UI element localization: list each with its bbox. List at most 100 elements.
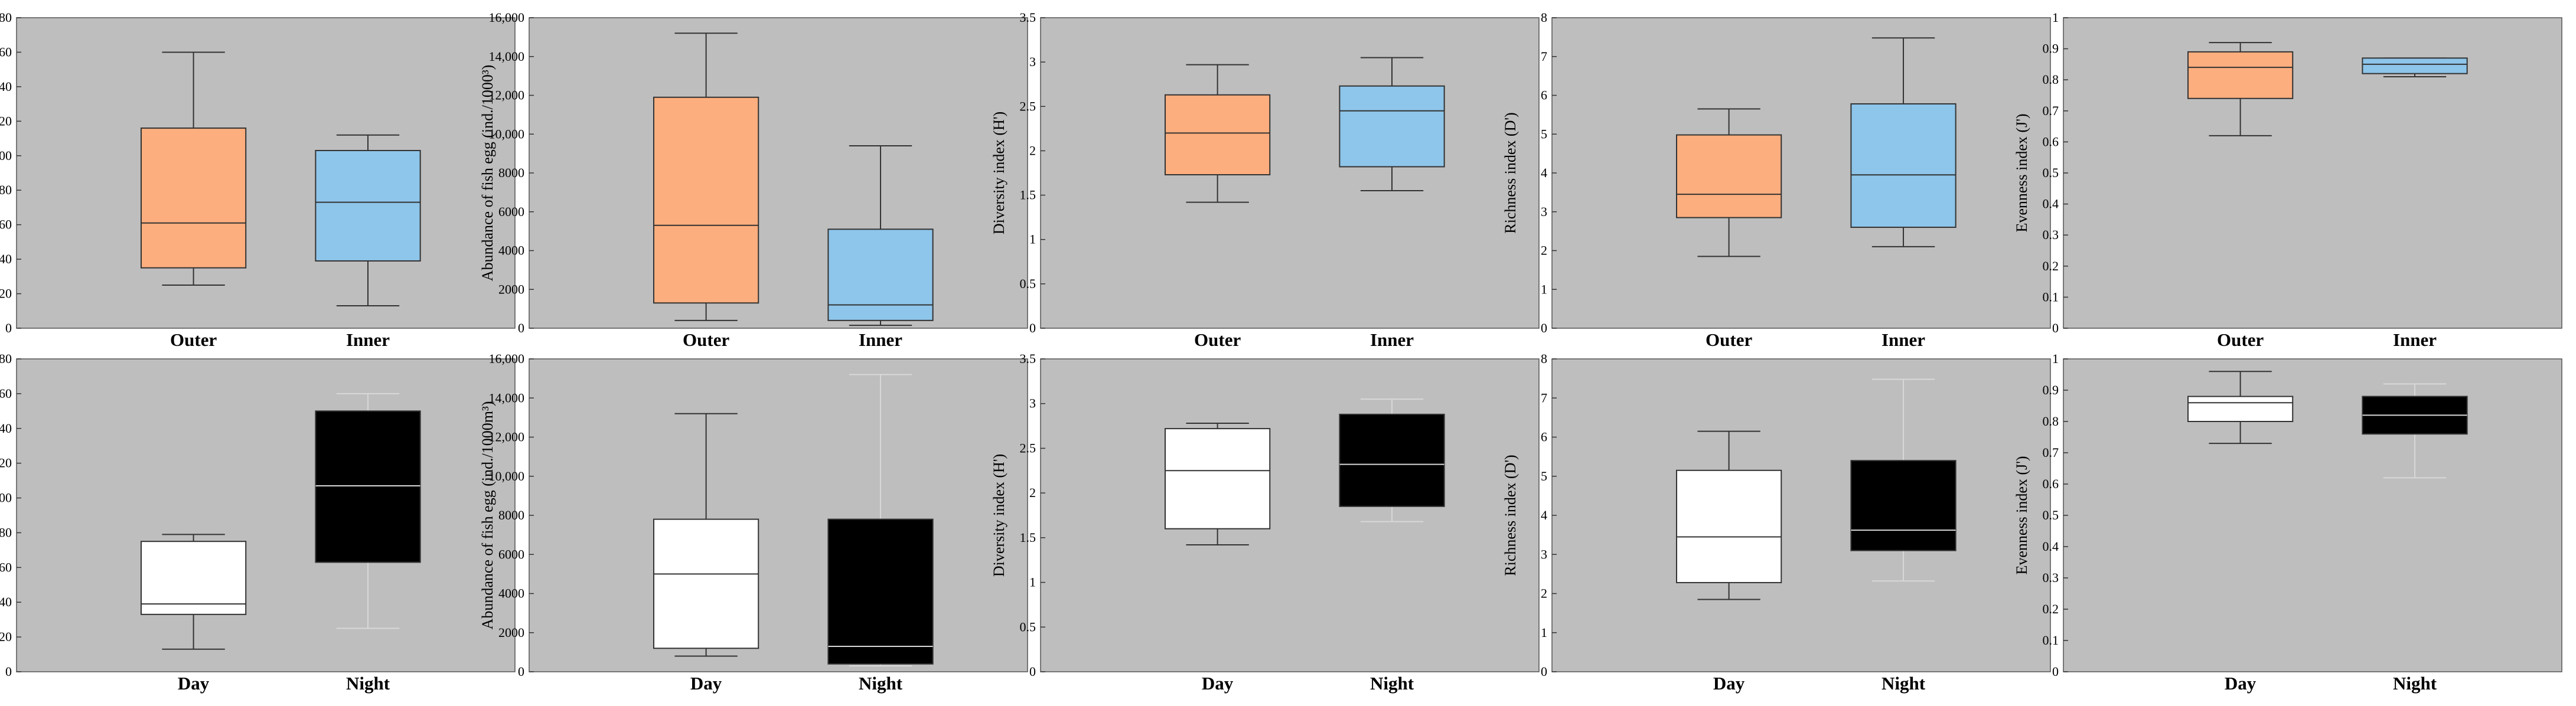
box-outer <box>1165 64 1271 203</box>
category-label: Day <box>1202 673 1234 694</box>
y-tick-label: 3 <box>1541 204 1547 219</box>
box-day <box>1676 430 1782 600</box>
y-tick-label: 14,000 <box>489 49 525 64</box>
box-inner <box>315 134 421 307</box>
category-label: Outer <box>1706 329 1752 350</box>
iqr-box <box>2187 51 2294 99</box>
y-tick-label: 0 <box>1541 664 1547 679</box>
category-label: Day <box>690 673 722 694</box>
iqr-box <box>653 518 759 649</box>
y-tick-label: 0.8 <box>2043 414 2059 429</box>
y-axis-label: Evenness index (J') <box>2013 456 2030 574</box>
y-tick-label: 6 <box>1541 88 1547 103</box>
y-tick-label: 1 <box>2052 10 2059 25</box>
plot-area <box>1040 17 1540 329</box>
plot-area <box>2063 358 2562 672</box>
y-tick-label: 3.5 <box>1020 351 1036 366</box>
box-night <box>827 374 934 667</box>
y-tick-label: 0 <box>5 321 12 335</box>
category-label: Outer <box>170 329 217 350</box>
y-tick-label: 8 <box>1541 10 1547 25</box>
y-tick-label: 0.5 <box>2043 508 2059 522</box>
y-tick-label: 0.2 <box>2043 259 2059 273</box>
category-label: Inner <box>859 329 902 350</box>
y-tick-label: 1 <box>1029 575 1036 590</box>
y-tick-label: 160 <box>0 386 12 401</box>
iqr-box <box>1339 85 1445 168</box>
y-tick-label: 2 <box>1541 243 1547 258</box>
box-day <box>653 413 759 657</box>
y-tick-label: 4 <box>1541 165 1547 180</box>
y-tick-label: 20 <box>0 629 12 644</box>
category-label: Inner <box>1882 329 1925 350</box>
iqr-box <box>1676 469 1782 583</box>
category-label: Inner <box>1370 329 1414 350</box>
y-tick-label: 0.5 <box>1020 619 1036 634</box>
panel-8: 0 0.5 1 1.5 2 2.5 3 3.5 Diversity index (H') Day N… <box>990 351 1540 694</box>
category-label: Day <box>2225 673 2257 694</box>
panel-9: 0 1 2 3 4 5 6 7 8 Richness index (D') Day Night <box>1502 351 2051 694</box>
y-tick-label: 0.7 <box>2043 103 2059 118</box>
y-axis-label: Richness index (D') <box>1502 455 1519 576</box>
y-tick-label: 120 <box>0 113 12 128</box>
y-tick-label: 0 <box>2052 664 2059 679</box>
category-label: Night <box>859 673 903 694</box>
panel-7: 0 2000 4000 6000 8000 10,000 12,000 14,000 16,00… <box>479 351 1028 694</box>
iqr-box <box>2187 396 2294 422</box>
category-label: Night <box>346 673 390 694</box>
y-tick-label: 0.7 <box>2043 445 2059 460</box>
iqr-box <box>1165 94 1271 176</box>
y-tick-label: 0.3 <box>2043 570 2059 585</box>
category-label: Inner <box>2393 329 2437 350</box>
box-outer <box>653 32 759 321</box>
y-axis-label: Richness index (D') <box>1502 112 1519 233</box>
y-tick-label: 40 <box>0 251 12 266</box>
panel-5: 0 0.1 0.2 0.3 0.4 0.5 0.6 0.7 0.8 0.9 1 Evenness in… <box>2013 10 2562 350</box>
box-day <box>1165 423 1271 545</box>
y-tick-label: 0.5 <box>1020 276 1036 291</box>
y-tick-label: 2.5 <box>1020 99 1036 113</box>
y-tick-label: 20 <box>0 286 12 301</box>
y-tick-label: 0 <box>1541 321 1547 335</box>
y-tick-label: 0.9 <box>2043 383 2059 397</box>
y-tick-label: 4000 <box>498 243 524 258</box>
y-tick-label: 3 <box>1541 547 1547 561</box>
iqr-box <box>315 150 421 262</box>
box-outer <box>141 51 247 286</box>
y-tick-label: 1.5 <box>1020 188 1036 202</box>
y-tick-label: 2.5 <box>1020 440 1036 455</box>
y-tick-label: 100 <box>0 148 12 163</box>
category-label: Outer <box>1194 329 1241 350</box>
y-tick-label: 6000 <box>498 204 524 219</box>
iqr-box <box>1676 134 1782 218</box>
category-label: Night <box>1370 673 1414 694</box>
iqr-box <box>653 96 759 304</box>
box-night <box>1339 398 1445 522</box>
y-tick-label: 0 <box>1029 664 1036 679</box>
y-tick-label: 100 <box>0 491 12 505</box>
y-tick-label: 3 <box>1029 396 1036 411</box>
box-inner <box>1850 37 1957 247</box>
y-tick-label: 0.8 <box>2043 72 2059 87</box>
y-tick-label: 16,000 <box>489 10 525 25</box>
y-tick-label: 1 <box>1541 282 1547 296</box>
plot-area <box>2063 17 2562 329</box>
y-tick-label: 10,000 <box>489 469 525 483</box>
box-night <box>1850 378 1957 582</box>
y-tick-label: 0.5 <box>2043 165 2059 180</box>
plot-area <box>1551 358 2051 672</box>
y-tick-label: 140 <box>0 421 12 436</box>
y-tick-label: 0.3 <box>2043 227 2059 242</box>
y-tick-label: 0 <box>518 321 524 335</box>
y-tick-label: 7 <box>1541 390 1547 405</box>
box-outer <box>1676 108 1782 257</box>
y-tick-label: 2 <box>1029 485 1036 500</box>
y-tick-label: 40 <box>0 594 12 609</box>
iqr-box <box>1165 428 1271 530</box>
panel-2: 0 2000 4000 6000 8000 10,000 12,000 14,000 16,00… <box>479 10 1028 350</box>
plot-area <box>1040 358 1540 672</box>
y-tick-label: 1 <box>1029 232 1036 247</box>
panel-6: 020406080100120140160180Abundance of lar… <box>0 351 516 694</box>
panel-3: 0 0.5 1 1.5 2 2.5 3 3.5 Diversity index (H') Oute… <box>990 10 1540 350</box>
